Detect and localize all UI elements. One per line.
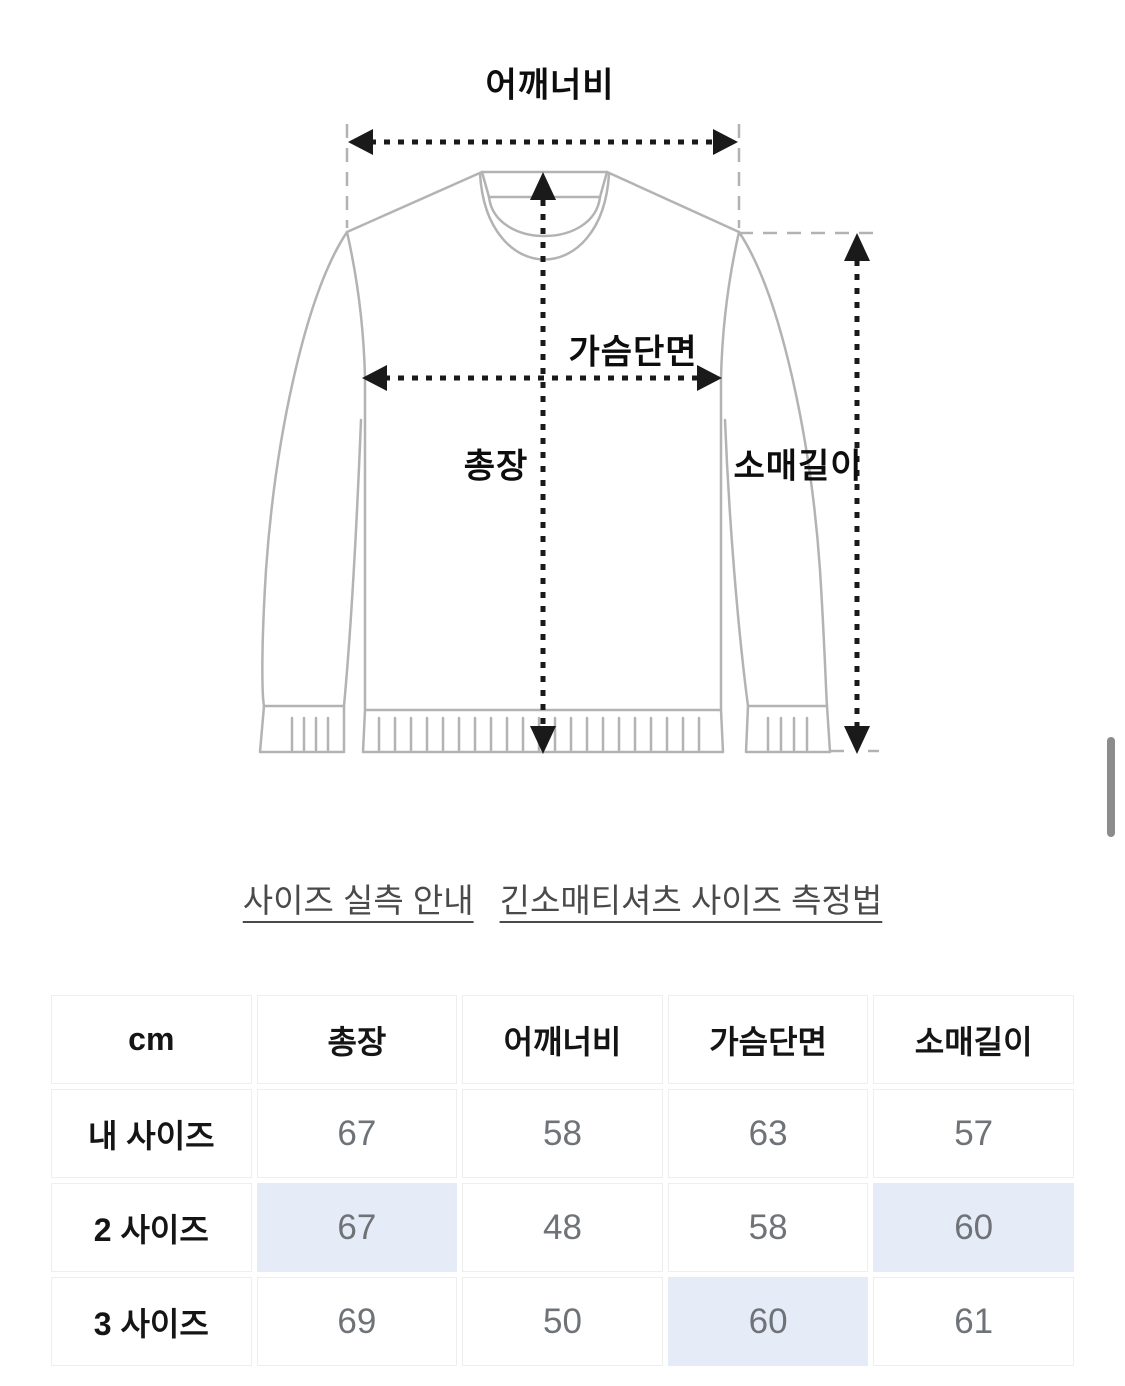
size-table-row: 내 사이즈 67 58 63 57 [51,1089,1074,1178]
row-label: 3 사이즈 [51,1277,252,1366]
chest-width-arrow [362,365,722,391]
scrollbar-thumb[interactable] [1107,737,1115,837]
size-value-cell: 67 [256,1089,458,1178]
size-value-cell: 57 [873,1089,1074,1178]
size-table-header-row: cm 총장 어깨너비 가슴단면 소매길이 [51,995,1074,1084]
size-table-container: cm 총장 어깨너비 가슴단면 소매길이 내 사이즈 67 58 63 57 2 사이즈 67 48 5… [46,990,1079,1371]
col-header-2: 가슴단면 [667,995,869,1084]
link-size-measure-guide[interactable]: 사이즈 실측 안내 [242,882,474,919]
row-label: 2 사이즈 [51,1183,252,1272]
size-table-row: 2 사이즈 67 48 58 60 [51,1183,1074,1272]
row-label: 내 사이즈 [51,1089,252,1178]
link-longsleeve-measure-method[interactable]: 긴소매티셔츠 사이즈 측정법 [499,882,883,919]
label-sleeve-length: 소매길이 [733,447,863,486]
col-header-unit: cm [51,995,252,1084]
label-shoulder-width: 어깨너비 [485,66,615,105]
label-chest-width: 가슴단면 [568,333,698,372]
size-value-cell: 63 [667,1089,869,1178]
size-value-cell: 58 [462,1089,663,1178]
size-value-cell-highlighted: 67 [256,1183,458,1272]
label-total-length: 총장 [463,447,529,486]
size-value-cell: 61 [873,1277,1074,1366]
size-value-cell: 58 [667,1183,869,1272]
size-value-cell-highlighted: 60 [873,1183,1074,1272]
total-length-arrow [530,172,556,754]
shoulder-width-arrow [348,129,738,155]
sweater-measurement-diagram: 어깨너비 가슴단면 총장 소매길이 [258,66,879,754]
col-header-1: 어깨너비 [462,995,663,1084]
col-header-3: 소매길이 [873,995,1074,1084]
size-value-cell: 69 [256,1277,458,1366]
sleeve-length-arrow [844,233,870,754]
measure-guide-lines [345,124,879,753]
size-value-cell-highlighted: 60 [667,1277,869,1366]
size-table-row: 3 사이즈 69 50 60 61 [51,1277,1074,1366]
sweater-outline [258,170,832,754]
sweater-outline-illustration [258,124,879,754]
size-guide-links: 사이즈 실측 안내 긴소매티셔츠 사이즈 측정법 [0,874,1125,922]
col-header-0: 총장 [256,995,458,1084]
size-value-cell: 50 [462,1277,663,1366]
size-value-cell: 48 [462,1183,663,1272]
size-table: cm 총장 어깨너비 가슴단면 소매길이 내 사이즈 67 58 63 57 2 사이즈 67 48 5… [46,990,1079,1371]
